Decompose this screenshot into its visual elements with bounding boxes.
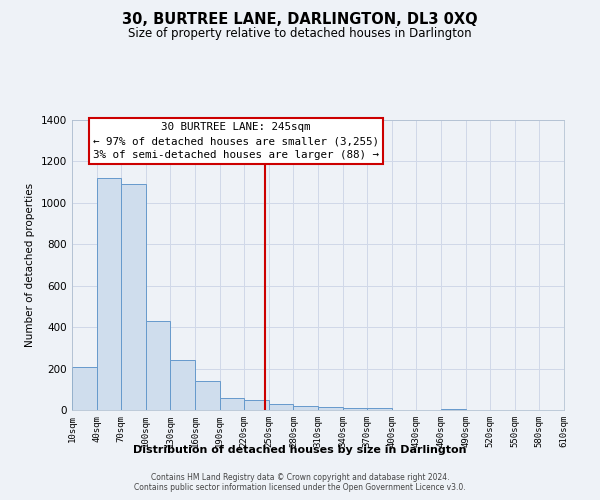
Text: Contains public sector information licensed under the Open Government Licence v3: Contains public sector information licen… <box>134 484 466 492</box>
Text: Distribution of detached houses by size in Darlington: Distribution of detached houses by size … <box>133 445 467 455</box>
Bar <box>244 400 269 410</box>
Bar <box>72 366 97 410</box>
Bar <box>170 360 195 410</box>
Bar <box>441 409 466 410</box>
Bar <box>269 404 293 410</box>
Bar <box>367 408 392 410</box>
Text: Size of property relative to detached houses in Darlington: Size of property relative to detached ho… <box>128 28 472 40</box>
Text: 30 BURTREE LANE: 245sqm
← 97% of detached houses are smaller (3,255)
3% of semi-: 30 BURTREE LANE: 245sqm ← 97% of detache… <box>93 122 379 160</box>
Bar <box>318 407 343 410</box>
Text: 30, BURTREE LANE, DARLINGTON, DL3 0XQ: 30, BURTREE LANE, DARLINGTON, DL3 0XQ <box>122 12 478 28</box>
Bar <box>343 408 367 410</box>
Bar <box>220 398 244 410</box>
Bar <box>195 381 220 410</box>
Bar <box>293 406 318 410</box>
Bar <box>121 184 146 410</box>
Bar <box>146 321 170 410</box>
Text: Contains HM Land Registry data © Crown copyright and database right 2024.: Contains HM Land Registry data © Crown c… <box>151 474 449 482</box>
Y-axis label: Number of detached properties: Number of detached properties <box>25 183 35 347</box>
Bar <box>97 178 121 410</box>
